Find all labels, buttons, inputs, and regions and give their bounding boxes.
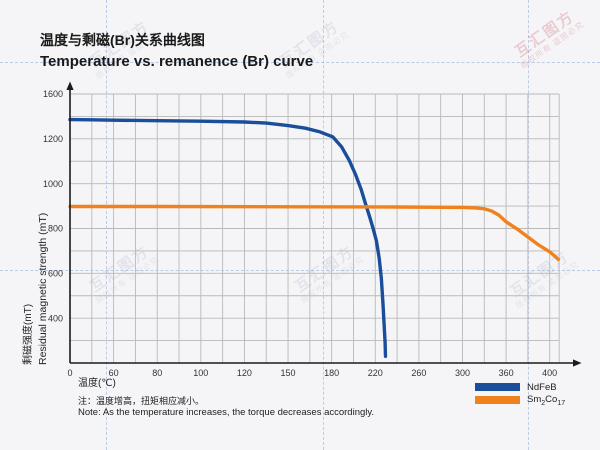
note-zh: 注：温度增高，扭矩相应减小。	[78, 396, 205, 406]
x-tick-label: 150	[280, 368, 295, 378]
y-axis-arrow-icon	[66, 81, 74, 90]
series-line-NdFeB	[68, 117, 388, 358]
y-tick-label: 1000	[43, 179, 63, 189]
x-tick-label: 260	[411, 368, 426, 378]
y-tick-label: 600	[48, 269, 63, 279]
legend-item-sm2co17: Sm2Co17	[475, 394, 565, 406]
x-tick-label: 300	[455, 368, 470, 378]
y-axis-title-en: Residual magnetic strength (mT)	[37, 212, 49, 365]
legend-label-ndfeb: NdFeB	[527, 381, 557, 393]
x-axis-title: 温度(℃)	[78, 378, 116, 389]
dashed-guide-line-v	[528, 0, 529, 450]
x-tick-label: 0	[67, 368, 72, 378]
series-line-Sm2Co17	[68, 204, 561, 262]
legend-item-ndfeb: NdFeB	[475, 381, 565, 393]
y-tick-label: 400	[48, 313, 63, 323]
y-axis-title-zh: 剩磁强度(mT)	[23, 303, 34, 365]
title-block: 温度与剩磁(Br)关系曲线图 Temperature vs. remanence…	[40, 30, 313, 70]
legend-swatch-ndfeb	[475, 383, 520, 391]
x-tick-label: 80	[152, 368, 162, 378]
dashed-guide-line-v	[323, 0, 324, 450]
dashed-guide-line-h	[0, 270, 600, 271]
note-en: Note: As the temperature increases, the …	[78, 407, 375, 418]
x-tick-label: 120	[237, 368, 252, 378]
chart-legend: NdFeB Sm2Co17	[475, 381, 565, 407]
chart-title-en: Temperature vs. remanence (Br) curve	[40, 53, 314, 70]
y-tick-label: 1200	[43, 134, 63, 144]
dashed-guide-line-v	[106, 0, 107, 450]
x-tick-label: 100	[193, 368, 208, 378]
x-tick-label: 360	[499, 368, 514, 378]
x-tick-label: 180	[324, 368, 339, 378]
x-tick-label: 60	[109, 368, 119, 378]
y-tick-label: 1600	[43, 89, 63, 99]
y-tick-label: 800	[48, 224, 63, 234]
legend-swatch-sm2co17	[475, 396, 520, 404]
x-tick-label: 400	[542, 368, 557, 378]
chart-title-zh: 温度与剩磁(Br)关系曲线图	[40, 32, 205, 48]
dashed-guide-line-h	[0, 62, 600, 63]
x-axis-arrow-icon	[573, 359, 582, 367]
legend-label-sm2co17: Sm2Co17	[527, 393, 566, 407]
note-block: 注：温度增高，扭矩相应减小。 Note: As the temperature …	[78, 395, 374, 419]
x-tick-label: 220	[368, 368, 383, 378]
